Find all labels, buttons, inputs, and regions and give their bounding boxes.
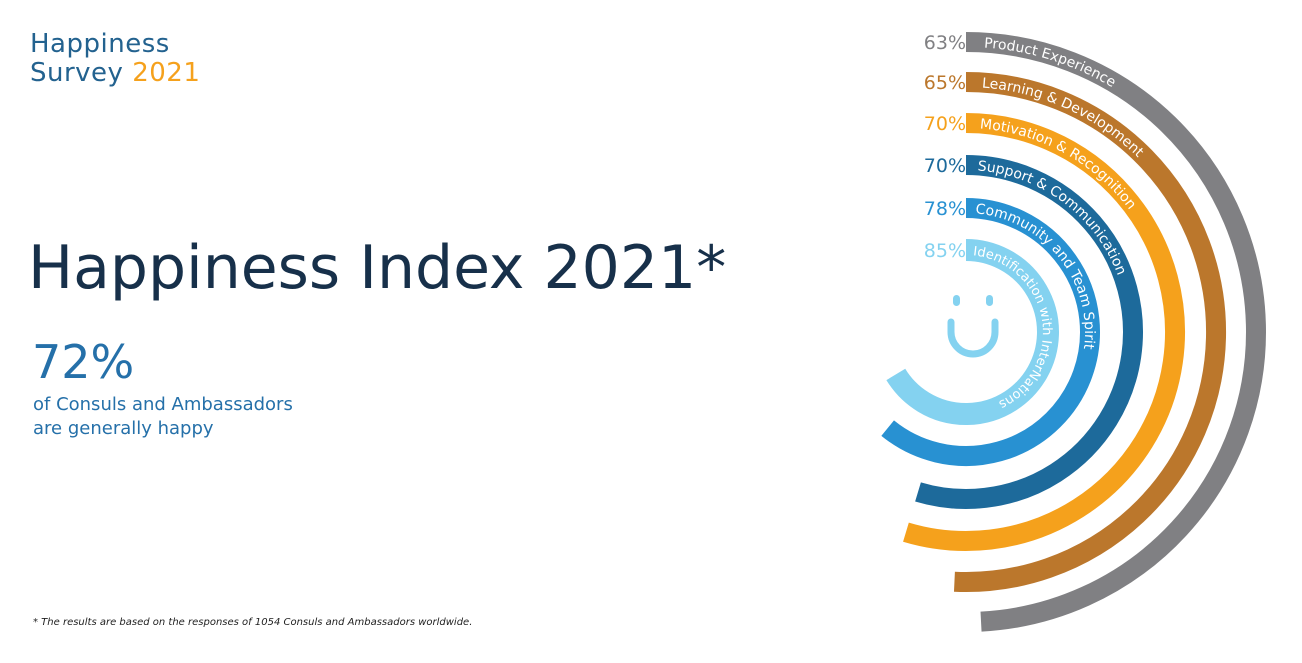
logo-year: 2021 [132,58,201,88]
footnote: * The results are based on the responses… [33,617,473,628]
value-label-6: 85% [924,240,966,262]
value-label-3: 70% [924,113,966,135]
value-label-1: 63% [924,32,966,54]
headline-description-line-2: are generally happy [33,418,214,439]
logo-survey-word: Survey [30,58,124,88]
value-label-2: 65% [924,72,966,94]
smiley-mouth [947,318,999,358]
ring-bar-3 [903,113,1185,551]
survey-logo: Happiness Survey 2021 [30,30,200,88]
ring-bar-2 [953,72,1227,592]
headline-percentage: 72% [32,335,135,389]
ring-bar-4 [915,155,1143,509]
ring-bar-6 [886,239,1059,425]
logo-subtitle: Survey 2021 [30,59,200,88]
value-label-4: 70% [924,155,966,177]
page-title: Happiness Index 2021* [28,233,727,303]
ring-bar-5 [881,198,1100,466]
headline-description: of Consuls and Ambassadors are generally… [33,393,293,441]
headline-description-line-1: of Consuls and Ambassadors [33,394,293,415]
smiley-right-eye [986,295,993,306]
value-label-5: 78% [924,198,966,220]
logo-title: Happiness [30,29,170,59]
smiley-left-eye [953,295,960,306]
ring-bar-1 [965,32,1266,632]
smiley-face-icon [947,295,999,358]
